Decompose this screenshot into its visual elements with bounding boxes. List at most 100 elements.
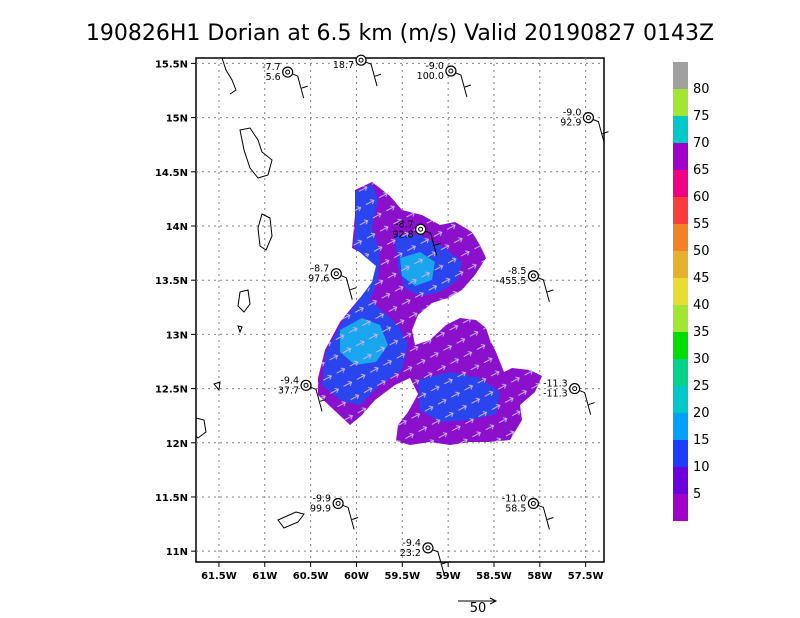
- colorbar-label: 10: [693, 460, 710, 475]
- station-value-top: -9.4: [280, 375, 299, 386]
- station-value-top: -9.0: [425, 61, 444, 72]
- station-value-top: -9.0: [563, 108, 582, 119]
- colorbar-swatch: [673, 89, 688, 116]
- colorbar-swatch: [673, 332, 688, 359]
- colorbar-label: 50: [693, 244, 710, 259]
- chart-title: 190826H1 Dorian at 6.5 km (m/s) Valid 20…: [86, 21, 714, 46]
- x-tick-label: 59W: [436, 571, 461, 582]
- colorbar-label: 30: [693, 352, 710, 367]
- station-marker-outer: [300, 379, 312, 391]
- station: -11.058.5: [502, 493, 554, 530]
- station-marker-inner: [572, 386, 578, 392]
- y-tick-label: 13N: [166, 330, 188, 341]
- colorbar-label: 75: [693, 109, 710, 124]
- station-value-top: -7.7: [262, 62, 281, 73]
- station-value-bottom: 37.7: [278, 385, 299, 396]
- station-marker-inner: [303, 382, 309, 388]
- y-tick-label: 14N: [166, 222, 188, 233]
- y-tick-label: 15.5N: [155, 59, 188, 70]
- station-marker-outer: [569, 382, 581, 395]
- colorbar-label: 60: [693, 190, 710, 205]
- station-marker-inner: [418, 226, 424, 232]
- colorbar-swatch: [673, 170, 688, 197]
- y-tick-label: 11.5N: [155, 493, 188, 504]
- colorbar-swatch: [673, 224, 688, 251]
- station-marker-outer: [330, 268, 342, 280]
- x-tick-label: 59.5W: [384, 571, 420, 582]
- station-value-bottom: 97.6: [308, 274, 329, 285]
- station-value-top: -11.0: [502, 493, 527, 504]
- colorbar-label: 5: [693, 487, 701, 502]
- station-value-bottom: 100.0: [417, 71, 444, 82]
- station-marker-outer: [415, 223, 427, 235]
- station-marker-inner: [285, 69, 291, 75]
- station: -8.792.8: [392, 219, 441, 256]
- station: -7.75.6: [262, 62, 308, 99]
- x-tick-label: 60W: [344, 571, 369, 582]
- colorbar-label: 15: [693, 433, 710, 448]
- station: -8.797.6: [308, 264, 357, 300]
- colorbar-label: 35: [693, 325, 710, 340]
- station-value-bottom: 92.8: [392, 229, 413, 240]
- station-marker-inner: [448, 68, 454, 74]
- island-dominica: [221, 57, 237, 95]
- station: -8.5-455.5: [496, 266, 554, 302]
- colorbar-label: 55: [693, 217, 710, 232]
- station-value-top: -8.7: [395, 219, 414, 230]
- island-martinique: [239, 127, 273, 179]
- colorbar-swatch: [673, 440, 688, 467]
- station-value-bottom: 18.7: [333, 60, 354, 71]
- station-value-top: -8.5: [508, 266, 527, 277]
- station-value-bottom: 23.2: [400, 548, 421, 559]
- colorbar-swatch: [673, 386, 688, 413]
- station-marker-outer: [355, 54, 367, 66]
- station-value-bottom: 99.9: [310, 503, 331, 514]
- station-marker-outer: [282, 66, 294, 78]
- colorbar: 5 10 15 20 25 30 35 40 45 50 55 60 65 70 75 80: [673, 62, 710, 521]
- colorbar-label: 70: [693, 136, 710, 151]
- station-value-bottom: -455.5: [496, 276, 527, 287]
- colorbar-swatch: [673, 413, 688, 440]
- island-st-vincent: [237, 289, 251, 313]
- station-value-bottom: 5.6: [266, 72, 281, 83]
- station-marker-outer: [422, 542, 434, 554]
- station-marker-outer: [527, 270, 540, 282]
- island-st-lucia: [257, 213, 273, 251]
- station-value-top: -9.9: [313, 493, 332, 504]
- y-tick-label: 14.5N: [155, 168, 188, 179]
- station-value-top: -11.3: [543, 379, 568, 390]
- colorbar-swatch: [673, 305, 688, 332]
- plot-area: -7.75.618.7 -9.0100.0-9.092.9-8.792.8-8.7…: [195, 54, 609, 575]
- reference-vector-label: 50: [470, 601, 487, 616]
- station-marker-outer: [582, 112, 595, 124]
- colorbar-label: 45: [693, 271, 710, 286]
- x-tick-label: 61W: [252, 571, 277, 582]
- island-small-1: [237, 325, 243, 334]
- station: -9.423.2: [400, 538, 449, 575]
- station-value-top: -8.7: [311, 264, 330, 275]
- radar-field: [318, 182, 542, 445]
- station-marker-inner: [335, 500, 341, 506]
- station-marker-inner: [333, 271, 339, 277]
- colorbar-label: 25: [693, 379, 710, 394]
- station-value-top: -9.4: [402, 538, 421, 549]
- colorbar-swatch: [673, 62, 688, 89]
- station: -11.3-11.3: [543, 379, 595, 415]
- colorbar-swatch: [673, 494, 688, 521]
- station: -9.092.9: [560, 108, 609, 144]
- colorbar-label: 40: [693, 298, 710, 313]
- reference-vector: 50: [458, 597, 498, 616]
- station-marker-outer: [445, 65, 457, 77]
- reference-vector-arrow: [458, 597, 498, 605]
- y-axis-ticks: 15.5N 15N 14.5N 14N 13.5N 13N 12.5N 12N 11.5N 11N: [155, 59, 196, 558]
- island-grenada: [195, 417, 207, 439]
- x-tick-label: 60.5W: [293, 571, 329, 582]
- coastlines: [195, 57, 305, 529]
- y-tick-label: 11N: [166, 547, 188, 558]
- colorbar-swatch: [673, 143, 688, 170]
- colorbar-swatch: [673, 197, 688, 224]
- colorbar-label: 20: [693, 406, 710, 421]
- station: -9.999.9: [310, 493, 359, 530]
